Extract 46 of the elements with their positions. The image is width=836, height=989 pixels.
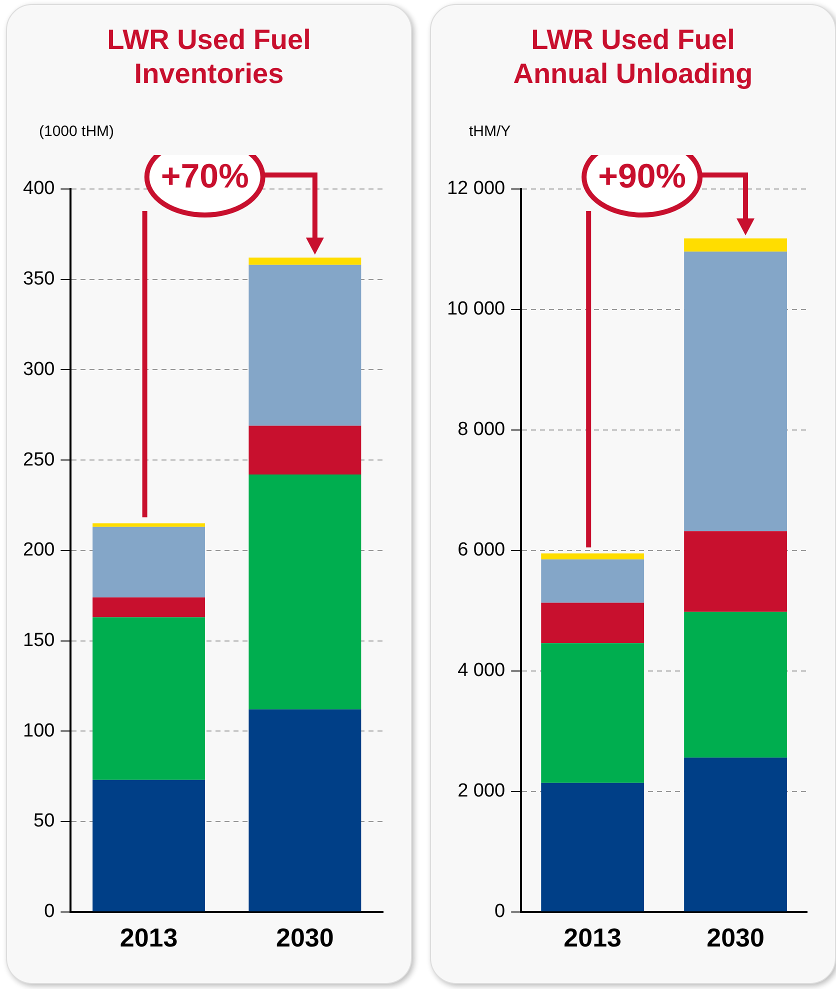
y-tick-label: 50 (34, 810, 55, 832)
y-tick-label: 350 (23, 268, 55, 290)
x-tick-label: 2013 (120, 922, 178, 953)
annotation: +90% (598, 158, 686, 196)
bar (541, 553, 644, 560)
y-tick-label: 0 (494, 901, 506, 922)
bar (248, 474, 362, 710)
bar (541, 559, 644, 603)
x-tick-label: 2030 (276, 922, 334, 953)
bar (92, 617, 205, 780)
bar (684, 238, 787, 252)
y-tick-label: 6 000 (458, 540, 506, 561)
bar (92, 523, 205, 527)
x-tick-label: 2013 (564, 922, 622, 953)
y-tick-label: 300 (23, 358, 55, 380)
chart-title: LWR Used Fuel Inventories (106, 23, 312, 91)
bar (541, 643, 644, 783)
bar (684, 252, 787, 532)
bar (684, 531, 787, 612)
y-tick-label: 12 000 (446, 178, 506, 200)
y-tick-label: 400 (23, 178, 55, 200)
y-tick-label: 8 000 (458, 419, 506, 440)
bar (684, 612, 787, 758)
y-axis-title: tHM/Y (469, 123, 511, 140)
x-tick-label: 2030 (706, 922, 764, 953)
bar (248, 264, 362, 426)
y-tick-label: 100 (23, 720, 55, 742)
y-axis-title: (1000 tHM) (39, 123, 114, 140)
bar (248, 426, 362, 475)
y-tick-label: 200 (23, 540, 55, 561)
y-tick-label: 2 000 (458, 780, 506, 802)
y-tick-label: 150 (23, 630, 55, 651)
bar (92, 597, 205, 618)
bar (92, 526, 205, 598)
y-tick-label: 250 (23, 449, 55, 470)
bar (684, 758, 787, 912)
bar (248, 709, 362, 912)
annotation: +70% (160, 158, 249, 196)
bar (248, 258, 362, 265)
bar (92, 780, 205, 912)
y-tick-label: 4 000 (458, 660, 506, 682)
bar (541, 782, 644, 912)
chart-title: LWR Used Fuel Annual Unloading (512, 23, 754, 91)
y-tick-label: 0 (44, 901, 55, 922)
y-tick-label: 10 000 (446, 298, 506, 320)
bar (541, 602, 644, 644)
